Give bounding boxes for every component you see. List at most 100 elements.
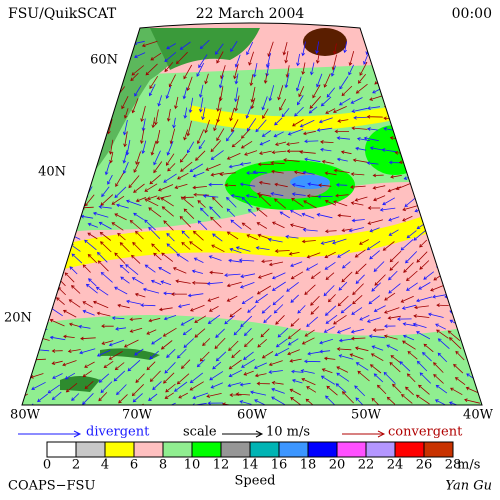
wind-arrow bbox=[464, 206, 477, 218]
wind-arrow bbox=[252, 63, 258, 78]
wind-arrow bbox=[177, 172, 189, 180]
wind-arrow bbox=[326, 87, 336, 98]
wind-arrow bbox=[1, 70, 16, 73]
wind-arrow bbox=[302, 170, 315, 175]
wind-arrow bbox=[422, 351, 432, 362]
wind-arrow bbox=[438, 183, 449, 193]
wind-arrow bbox=[355, 263, 367, 275]
wind-arrow bbox=[100, 381, 113, 394]
wind-arrow bbox=[336, 327, 351, 334]
wind-arrow bbox=[81, 86, 93, 95]
wind-arrow bbox=[115, 326, 127, 331]
wind-arrow bbox=[412, 106, 428, 111]
wind-arrow bbox=[144, 183, 158, 192]
wind-arrow bbox=[89, 130, 94, 146]
wind-arrow bbox=[461, 128, 475, 132]
wind-arrow bbox=[64, 36, 80, 41]
wind-arrow bbox=[22, 371, 29, 376]
wind-arrow bbox=[227, 382, 242, 388]
wind-arrow bbox=[388, 283, 401, 294]
wind-arrow bbox=[22, 138, 31, 153]
wind-arrow bbox=[66, 64, 81, 69]
institution: COAPS−FSU bbox=[8, 479, 95, 494]
wind-arrow bbox=[352, 283, 364, 296]
wind-arrow bbox=[271, 281, 286, 291]
wind-arrow bbox=[413, 314, 430, 318]
wind-arrow bbox=[207, 401, 224, 405]
wind-arrow bbox=[417, 73, 434, 80]
wind-arrow bbox=[0, 41, 10, 44]
wind-arrow bbox=[194, 315, 207, 323]
wind-arrow bbox=[261, 259, 273, 264]
wind-arrow bbox=[231, 119, 239, 133]
wind-arrow bbox=[451, 141, 463, 146]
wind-arrow bbox=[388, 160, 401, 165]
wind-arrow bbox=[179, 153, 188, 163]
wind-arrow bbox=[33, 274, 46, 286]
wind-arrow bbox=[66, 48, 79, 53]
wind-arrow bbox=[51, 360, 63, 365]
wind-arrow bbox=[186, 120, 192, 137]
lat-label: 40N bbox=[38, 165, 66, 180]
wind-arrow bbox=[351, 218, 365, 223]
wind-arrow bbox=[34, 60, 46, 65]
wind-arrow bbox=[436, 251, 449, 263]
wind-arrow bbox=[377, 42, 383, 54]
wind-arrow bbox=[393, 43, 402, 59]
lat-label: 60N bbox=[90, 53, 118, 68]
wind-arrow bbox=[268, 85, 275, 102]
wind-arrow bbox=[415, 394, 430, 405]
wind-arrow bbox=[22, 50, 28, 56]
wind-arrow bbox=[3, 328, 16, 337]
wind-arrow bbox=[230, 219, 242, 230]
wind-arrow bbox=[359, 315, 370, 321]
wind-arrow bbox=[390, 174, 402, 179]
wind-arrow bbox=[243, 370, 254, 376]
wind-arrow bbox=[101, 84, 111, 93]
wind-arrow bbox=[427, 312, 444, 318]
wind-arrow bbox=[156, 195, 172, 200]
wind-arrow bbox=[373, 195, 386, 202]
colorbar-label: Speed bbox=[235, 474, 276, 489]
wind-arrow bbox=[70, 140, 75, 152]
wind-arrow bbox=[244, 338, 254, 348]
wind-arrow bbox=[105, 407, 113, 414]
wind-arrow bbox=[22, 229, 31, 234]
wind-arrow bbox=[271, 150, 287, 155]
wind-arrow bbox=[260, 328, 270, 338]
wind-arrow bbox=[165, 153, 175, 166]
wind-arrow bbox=[414, 186, 429, 196]
wind-arrow bbox=[291, 183, 305, 188]
wind-arrow bbox=[466, 51, 479, 57]
wind-arrow bbox=[208, 255, 222, 261]
wind-arrow bbox=[323, 356, 336, 361]
wind-arrow bbox=[437, 338, 450, 349]
wind-arrow bbox=[352, 295, 363, 305]
wind-arrow bbox=[333, 200, 348, 207]
wind-arrow bbox=[206, 393, 222, 398]
wind-arrow bbox=[295, 76, 302, 92]
wind-arrow bbox=[163, 372, 175, 384]
wind-arrow bbox=[255, 119, 267, 133]
wind-arrow bbox=[412, 322, 427, 328]
speed-zone bbox=[190, 100, 430, 131]
wind-arrow bbox=[65, 382, 78, 393]
wind-arrow bbox=[257, 162, 274, 167]
wind-arrow bbox=[168, 74, 176, 88]
wind-arrow bbox=[22, 393, 29, 402]
wind-arrow bbox=[82, 370, 93, 378]
wind-arrow bbox=[192, 230, 204, 241]
colorbar-tick: 14 bbox=[242, 458, 259, 473]
colorbar-box bbox=[162, 441, 193, 458]
wind-arrow bbox=[224, 273, 241, 278]
lon-label: 60W bbox=[237, 408, 268, 423]
wind-arrow bbox=[445, 115, 462, 120]
wind-arrow bbox=[52, 252, 66, 263]
wind-arrow bbox=[425, 152, 443, 157]
wind-arrow bbox=[100, 271, 113, 283]
wind-arrow bbox=[315, 52, 320, 64]
author: Yan Gu bbox=[445, 479, 492, 494]
wind-arrow bbox=[6, 163, 10, 174]
wind-arrow bbox=[148, 207, 162, 218]
wind-arrow bbox=[111, 222, 124, 231]
